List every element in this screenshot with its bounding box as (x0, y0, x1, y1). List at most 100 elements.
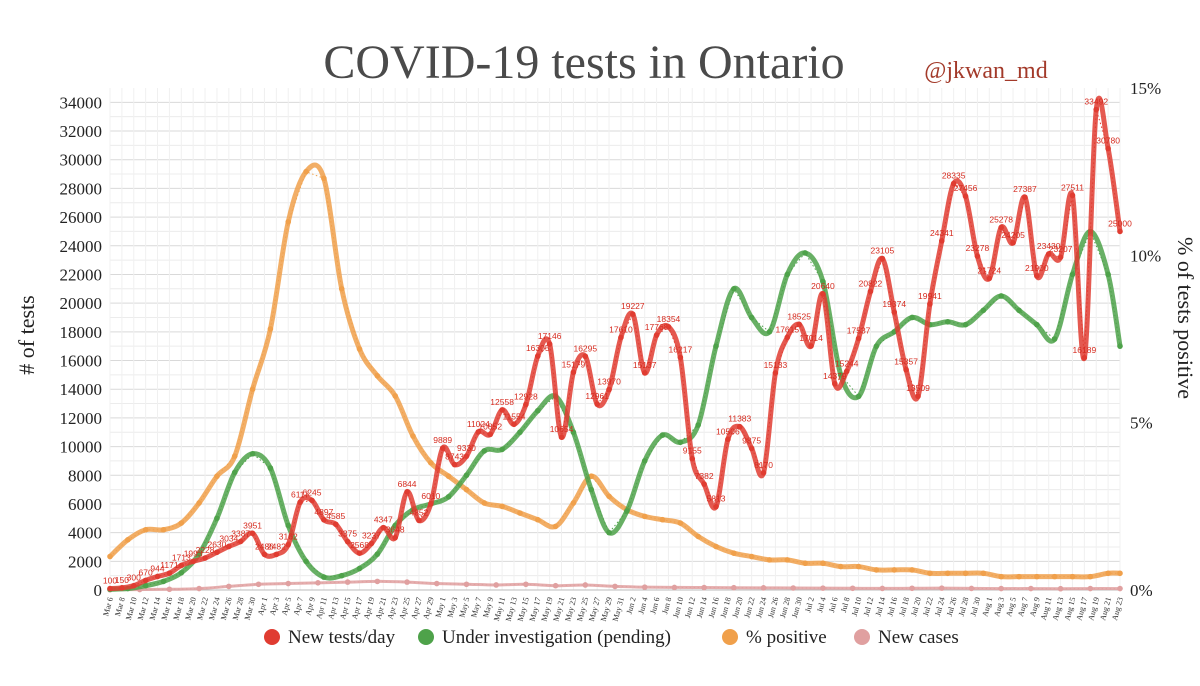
data-point (356, 565, 363, 572)
data-point (1051, 336, 1058, 342)
data-label: 11383 (728, 414, 751, 424)
data-point (671, 584, 678, 591)
data-point (665, 323, 672, 330)
data-point (178, 520, 185, 526)
data-point (380, 524, 387, 531)
data-point (142, 582, 149, 589)
data-point (903, 366, 909, 373)
data-label: 10654 (550, 424, 574, 434)
data-point (196, 551, 202, 557)
data-label: 944 (150, 563, 164, 573)
data-point (594, 401, 600, 407)
data-point (790, 585, 797, 591)
data-label: 28335 (942, 171, 966, 181)
data-point (659, 516, 666, 523)
data-label: 3162 (279, 532, 298, 542)
data-point (451, 461, 458, 468)
y-tick-label: 24000 (60, 237, 103, 256)
data-label: 3951 (243, 520, 262, 530)
data-point (624, 508, 630, 514)
data-point (196, 585, 202, 592)
y-tick-label: 28000 (60, 179, 103, 198)
y-tick-label: 34000 (60, 93, 103, 112)
data-point (962, 193, 969, 200)
data-label: 25000 (1108, 218, 1132, 228)
data-point (338, 572, 345, 579)
data-label: 19374 (882, 299, 906, 309)
data-label: 4585 (326, 511, 345, 521)
data-label: 6117 (291, 489, 310, 499)
data-point (428, 500, 434, 507)
data-point (499, 407, 505, 413)
data-point (356, 346, 363, 352)
data-label: 33492 (1084, 97, 1108, 107)
data-point (130, 582, 137, 589)
data-point (309, 497, 315, 504)
data-label: 17768 (645, 322, 669, 332)
y-tick-label: 26000 (60, 208, 103, 227)
data-point (849, 585, 856, 592)
data-point (1045, 251, 1052, 257)
data-label: 30780 (1096, 136, 1120, 146)
data-point (909, 585, 915, 592)
gridlines (109, 88, 1121, 591)
x-tick-label: Jun 4 (637, 596, 650, 615)
data-point (891, 567, 898, 573)
y-tick-label: 30000 (60, 151, 103, 170)
data-point (499, 446, 505, 453)
data-point (570, 429, 577, 436)
data-label: 3034 (219, 533, 238, 543)
data-point (226, 583, 232, 590)
data-label: 10506 (716, 426, 740, 436)
data-point (463, 486, 470, 493)
data-point (332, 521, 339, 528)
x-tick-label: Jul 8 (839, 596, 852, 613)
data-point (214, 549, 220, 556)
data-point (802, 250, 808, 256)
data-point (820, 585, 826, 591)
x-tick-label: Jun 6 (648, 596, 661, 615)
x-tick-label: Jul 2 (803, 596, 816, 613)
y-axis-ticks: 0 2000 4000 6000 8000 10000 12000 14000 16000 180… (60, 93, 103, 600)
data-label: 3375 (338, 529, 357, 539)
data-label: 8170 (754, 460, 773, 470)
data-label: 12961 (585, 391, 609, 401)
data-point (338, 286, 345, 292)
data-label: 9330 (457, 443, 476, 453)
data-point (142, 577, 149, 584)
data-point (606, 493, 612, 500)
data-point (725, 436, 731, 443)
data-point (1117, 228, 1123, 235)
data-label: 150 (115, 575, 129, 585)
series-new-cases (107, 578, 1123, 593)
data-point (267, 326, 274, 332)
data-label: 23207 (1049, 244, 1073, 254)
data-point (119, 585, 125, 591)
data-point (231, 469, 238, 476)
data-point (980, 570, 987, 577)
data-label: 27456 (954, 183, 978, 193)
data-point (606, 386, 612, 393)
data-point (962, 321, 969, 328)
y2-tick-label: 0% (1130, 581, 1153, 600)
data-point (481, 500, 488, 506)
data-label: 15179 (562, 359, 586, 369)
data-point (808, 343, 814, 349)
data-label: 27511 (1061, 182, 1084, 192)
data-point (731, 584, 737, 591)
data-point (701, 584, 707, 591)
data-point (713, 503, 719, 510)
data-point (695, 422, 701, 428)
data-point (998, 573, 1004, 580)
data-point (659, 432, 666, 438)
data-label: 19227 (621, 301, 645, 311)
data-point (1087, 573, 1094, 580)
data-label: 2630 (207, 539, 226, 549)
data-point (701, 481, 707, 487)
data-label: 10852 (478, 421, 502, 431)
data-point (166, 586, 173, 593)
data-point (950, 180, 957, 187)
data-point (938, 238, 945, 244)
y2-axis-ticks: 0% 5% 10% 15% (1130, 79, 1161, 600)
data-point (321, 574, 327, 580)
